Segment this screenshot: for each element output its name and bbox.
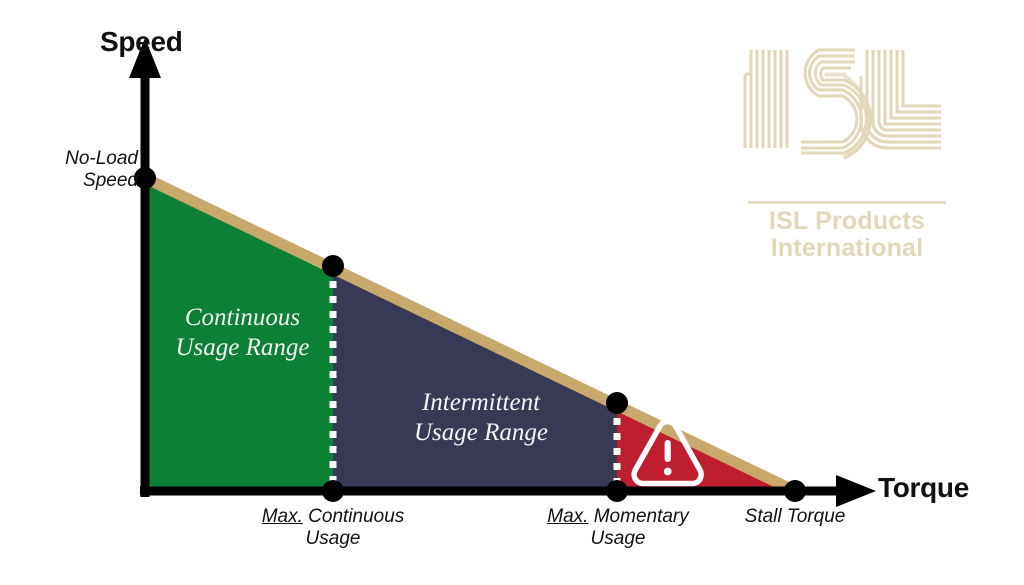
max-continuous-line-1: Max. Continuous xyxy=(233,506,433,528)
x-tick-stall-torque: Stall Torque xyxy=(744,506,846,527)
y-tick-no-load-speed: No-Load Speed xyxy=(46,148,138,193)
continuous-label-line-1: Continuous xyxy=(184,304,301,331)
max-momentary-rest: Momentary xyxy=(588,506,689,527)
no-load-speed-line-2: Speed xyxy=(83,170,138,192)
intermittent-label-line-1: Intermittent xyxy=(421,389,541,416)
speed-torque-curve-line xyxy=(140,172,800,497)
x-axis-arrowhead-icon xyxy=(836,475,876,507)
warning-triangle-icon xyxy=(631,418,704,487)
max-continuous-rest: Continuous xyxy=(302,506,405,527)
max-momentary-prefix: Max. xyxy=(547,506,589,527)
isl-monogram-icon xyxy=(743,48,941,160)
marker-max-continuous-axis xyxy=(322,480,344,502)
x-tick-max-momentary-usage: Max. Momentary Usage xyxy=(518,506,718,551)
continuous-usage-range-label: Continuous Usage Range xyxy=(150,303,335,363)
max-continuous-line-2: Usage xyxy=(305,528,361,550)
marker-stall-torque xyxy=(784,480,806,502)
y-axis-arrowhead-icon xyxy=(129,38,161,78)
intermittent-usage-range-label: Intermittent Usage Range xyxy=(370,388,592,448)
no-load-speed-line-1: No-Load xyxy=(65,148,138,169)
x-axis-title: Torque xyxy=(878,472,970,503)
marker-max-momentary-axis xyxy=(606,480,628,502)
company-name-line-1: ISL Products xyxy=(768,207,926,235)
intermittent-label-line-2: Usage Range xyxy=(414,419,548,446)
marker-max-continuous-top xyxy=(322,255,344,277)
x-tick-max-continuous-usage: Max. Continuous Usage xyxy=(233,506,433,551)
marker-max-momentary-top xyxy=(606,392,628,414)
max-momentary-line-1: Max. Momentary xyxy=(518,506,718,528)
continuous-label-line-2: Usage Range xyxy=(175,334,310,361)
max-continuous-prefix: Max. xyxy=(261,506,303,527)
y-axis-title: Speed xyxy=(100,26,183,57)
logo-wordmark: ISL Products International xyxy=(743,208,951,262)
logo-divider-rule xyxy=(748,201,946,204)
max-momentary-line-2: Usage xyxy=(590,528,646,550)
isl-logo: ISL Products International xyxy=(743,44,951,262)
marker-no-load-speed xyxy=(134,167,156,189)
company-name-line-2: International xyxy=(770,234,924,262)
